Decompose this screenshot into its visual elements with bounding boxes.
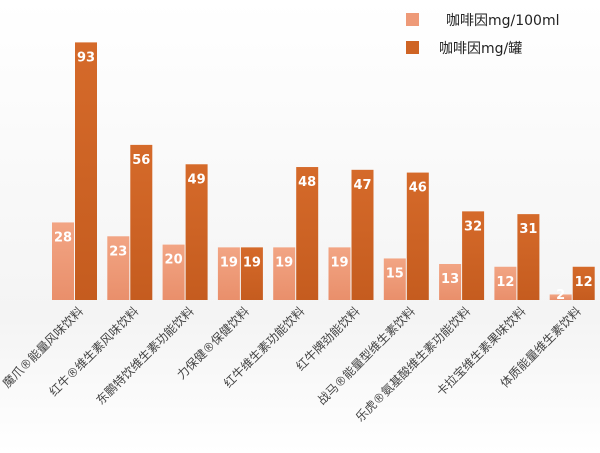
x-tick-label: 卡拉宝维生素果味饮料 (433, 304, 528, 399)
legend-label-1: 咖啡因mg/罐 (439, 41, 522, 57)
bar-per100ml-6 (383, 258, 406, 300)
bar-per100ml-4 (273, 247, 296, 300)
legend-swatch-1 (406, 41, 419, 54)
data-label: 2 (556, 288, 565, 303)
bar-per-can-1 (130, 144, 153, 300)
data-label: 19 (275, 255, 293, 270)
bar-per-can-8 (517, 214, 540, 300)
x-tick-label: 东鹏特饮维生素功能饮料 (93, 304, 197, 408)
data-label: 28 (54, 230, 72, 245)
data-label: 12 (496, 275, 514, 290)
bar-per-can-5 (351, 169, 374, 300)
legend: 咖啡因mg/100ml 咖啡因mg/罐 (406, 13, 560, 57)
bar-per-can-6 (406, 172, 429, 300)
legend-label-0: 咖啡因mg/100ml (446, 13, 560, 29)
x-tick-label: 红牛®维生素风味饮料 (46, 304, 141, 399)
data-label: 32 (464, 219, 482, 234)
bar-per-can-9 (572, 266, 595, 300)
data-label: 47 (353, 178, 371, 193)
bar-per-can-0 (75, 42, 97, 300)
bar-per100ml-9 (549, 294, 572, 300)
bar-per-can-3 (240, 247, 263, 300)
bar-per100ml-8 (494, 266, 517, 300)
bar-per-can-4 (296, 167, 319, 300)
data-label: 20 (165, 253, 183, 268)
data-label: 93 (77, 50, 95, 65)
bar-per100ml-5 (328, 247, 351, 300)
data-label: 19 (243, 255, 261, 270)
data-label: 12 (575, 275, 593, 290)
data-label: 49 (188, 172, 206, 187)
legend-swatch-0 (406, 13, 419, 26)
data-label: 46 (409, 181, 427, 196)
bar-per100ml-3 (217, 247, 240, 300)
data-label: 15 (386, 266, 404, 281)
bar-per100ml-2 (162, 244, 185, 300)
data-label: 31 (519, 222, 537, 237)
data-label: 13 (441, 272, 459, 287)
data-label: 56 (132, 153, 150, 168)
bar-per100ml-0 (52, 222, 74, 300)
data-label: 19 (330, 255, 348, 270)
bar-per-can-2 (185, 164, 208, 300)
bar-per100ml-7 (439, 263, 462, 300)
data-label: 48 (298, 175, 316, 190)
bar-per-can-7 (462, 211, 485, 300)
x-tick-label: 战马®能量型维生素饮料 (315, 304, 418, 407)
bar-per100ml-1 (107, 236, 130, 300)
data-label: 19 (220, 255, 238, 270)
data-label: 23 (109, 244, 127, 259)
x-tick-label: 乐虎®氨基酸维生素功能饮料 (352, 304, 473, 425)
